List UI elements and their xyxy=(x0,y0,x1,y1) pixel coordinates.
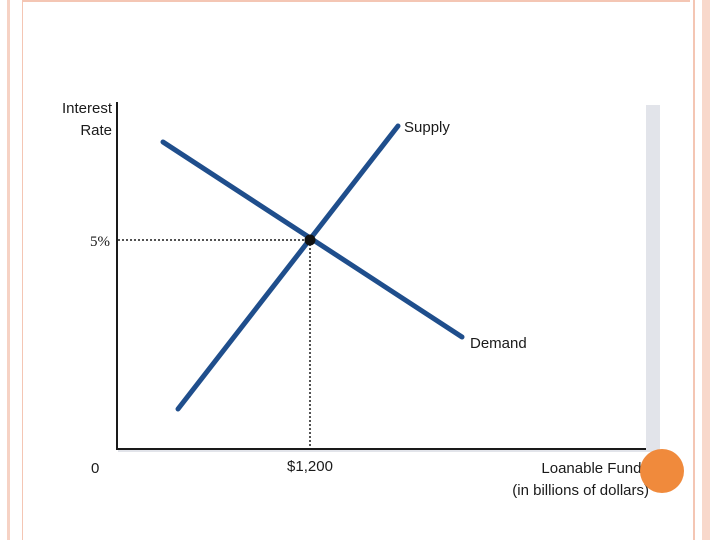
x-axis-label-line2: (in billions of dollars) xyxy=(512,482,649,499)
plot-panel-right-edge xyxy=(646,105,660,450)
y-axis-label-line2: Rate xyxy=(80,122,112,139)
equilibrium-quantity-label: $1,200 xyxy=(287,458,333,475)
accent-circle xyxy=(640,449,684,493)
origin-label: 0 xyxy=(91,460,99,477)
y-axis-label-line1: Interest xyxy=(62,100,113,117)
x-axis-label-line1: Loanable Funds xyxy=(541,460,649,477)
slide-frame-right xyxy=(690,0,720,540)
equilibrium-point xyxy=(304,234,316,246)
supply-curve xyxy=(175,123,401,412)
supply-label: Supply xyxy=(404,119,450,136)
slide-top-line xyxy=(22,0,690,2)
demand-label: Demand xyxy=(470,335,527,352)
equilibrium-rate-label: 5% xyxy=(90,234,110,250)
plot-panel xyxy=(118,103,646,448)
slide-frame-left xyxy=(0,0,23,540)
